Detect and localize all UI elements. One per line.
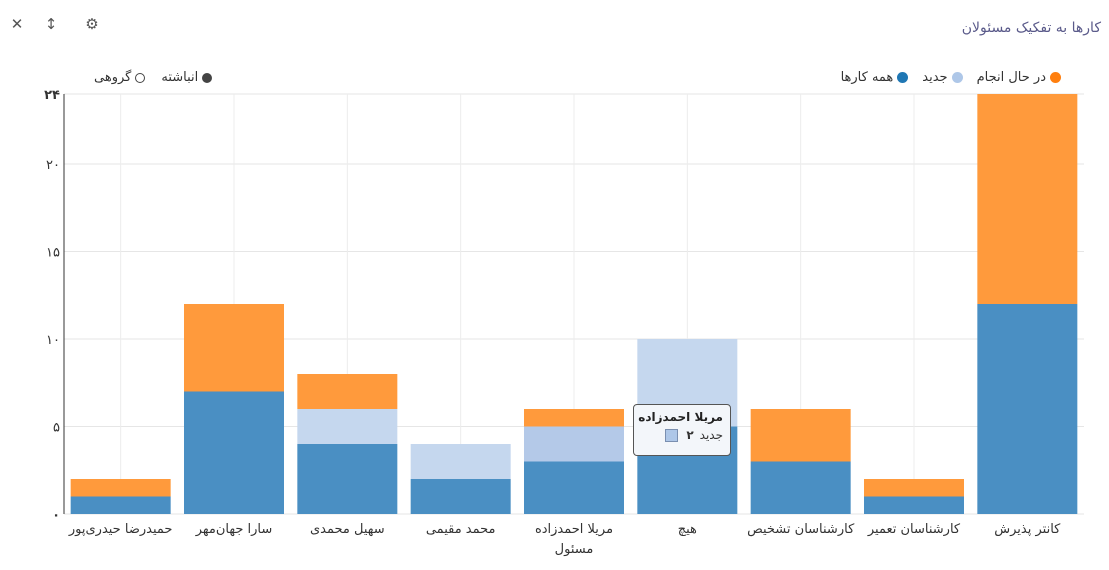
legend-label: همه کارها (840, 70, 894, 85)
mode-selector: انباشته گروهی (78, 70, 213, 85)
grouped-mode-label: گروهی (94, 70, 132, 85)
tooltip-title: مریلا احمدزاده (638, 410, 723, 424)
x-tick-label: کارشناسان تعمیر (867, 522, 961, 537)
x-tick-label: حمیدرضا حیدری‌پور (68, 522, 173, 537)
sort-icon[interactable]: ↕ (44, 15, 58, 33)
bar-segment[interactable] (977, 94, 1078, 304)
legend-dot-icon (951, 72, 963, 83)
bar-segment[interactable] (524, 426, 624, 462)
bar-segment[interactable] (864, 479, 964, 497)
close-icon[interactable]: ✕ (10, 15, 24, 33)
bar-segment[interactable] (70, 479, 171, 497)
y-tick-label: ۱۰ (46, 333, 60, 348)
grouped-radio-icon[interactable] (135, 72, 146, 83)
y-tick-label: ۰ (52, 508, 60, 523)
legend-item-new[interactable]: جدید (922, 70, 963, 85)
bar-segment[interactable] (750, 409, 851, 462)
x-tick-label: کانتر پذیرش (994, 522, 1061, 537)
bar-segment[interactable] (297, 409, 398, 444)
bar-segment[interactable] (410, 444, 511, 479)
tooltip-swatch-icon (665, 428, 679, 442)
tooltip-series: جدید (699, 428, 723, 442)
bar-tooltip: مریلا احمدزاده جدید ۲ (633, 404, 731, 456)
bar-segment[interactable] (524, 461, 624, 515)
bar-segment[interactable] (524, 409, 624, 427)
gear-icon[interactable]: ⚙ (85, 15, 99, 33)
y-tick-label: ۱۵ (46, 246, 60, 261)
legend-item-in-progress[interactable]: در حال انجام (977, 70, 1061, 85)
bars (70, 94, 1078, 515)
stacked-radio-icon[interactable] (202, 72, 213, 83)
y-tick-label: ۲۴ (44, 88, 60, 103)
x-tick-label: سهیل محمدی (310, 522, 385, 537)
bar-segment[interactable] (977, 304, 1078, 514)
tooltip-row: جدید ۲ (641, 428, 723, 442)
legend-item-all-tasks[interactable]: همه کارها (841, 70, 909, 85)
bar-segment[interactable] (750, 461, 851, 515)
bar-segment[interactable] (410, 479, 511, 514)
bar-segment[interactable] (184, 304, 284, 392)
x-tick-label: هیچ (678, 522, 697, 537)
series-legend: در حال انجام جدید همه کارها (827, 70, 1061, 85)
grouped-mode-option[interactable]: گروهی (94, 70, 146, 85)
y-tick-label: ۵ (53, 421, 60, 436)
axes: ۰ ۵ ۱۰ ۱۵ ۲۰ ۲۴ کانتر پذیرش کارشناسان تعمیر کارش… (44, 88, 1061, 557)
x-tick-label: کارشناسان تشخیص (747, 522, 855, 537)
tooltip-value: ۲ (686, 428, 694, 442)
legend-label: جدید (922, 70, 948, 85)
bar-segment[interactable] (297, 374, 398, 409)
x-tick-label: محمد مقیمی (426, 522, 496, 537)
x-tick-label: مسئول (555, 542, 594, 557)
chart-title: کارها به تفکیک مسئولان (961, 20, 1101, 36)
legend-dot-icon (897, 72, 909, 83)
bar-segment[interactable] (184, 391, 284, 515)
bar-segment[interactable] (297, 444, 398, 514)
bar-segment[interactable] (864, 496, 964, 515)
x-tick-label: سارا جهان‌مهر (195, 522, 273, 537)
bar-segment[interactable] (70, 496, 171, 515)
stacked-mode-label: انباشته (161, 70, 199, 85)
x-tick-label: مریلا احمدزاده (535, 522, 613, 537)
legend-label: در حال انجام (976, 70, 1046, 85)
y-tick-label: ۲۰ (46, 158, 60, 173)
stacked-mode-option[interactable]: انباشته (161, 70, 213, 85)
legend-dot-icon (1050, 72, 1061, 83)
